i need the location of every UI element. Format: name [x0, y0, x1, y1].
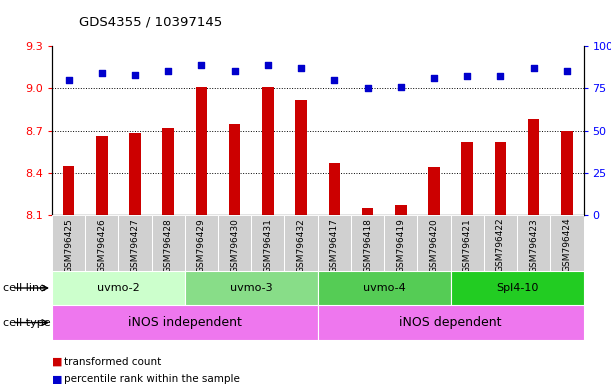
Bar — [495, 142, 507, 215]
Bar — [251, 215, 285, 271]
Point — [197, 61, 207, 68]
Text: GDS4355 / 10397145: GDS4355 / 10397145 — [79, 15, 222, 28]
Text: ■: ■ — [52, 374, 62, 384]
Text: GSM796419: GSM796419 — [397, 218, 405, 273]
Text: GSM796426: GSM796426 — [97, 218, 106, 273]
Bar — [96, 136, 108, 215]
Bar — [318, 305, 584, 340]
Point — [429, 75, 439, 81]
Point — [263, 61, 273, 68]
Bar — [484, 215, 517, 271]
Bar — [417, 215, 450, 271]
Bar — [395, 205, 406, 215]
Bar — [129, 133, 141, 215]
Text: iNOS independent: iNOS independent — [128, 316, 242, 329]
Point — [496, 73, 505, 79]
Bar — [551, 215, 584, 271]
Text: GSM796425: GSM796425 — [64, 218, 73, 273]
Text: uvmo-4: uvmo-4 — [363, 283, 406, 293]
Bar — [85, 215, 119, 271]
Bar — [329, 163, 340, 215]
Bar — [229, 124, 241, 215]
Bar — [163, 128, 174, 215]
Text: GSM796422: GSM796422 — [496, 218, 505, 273]
Text: GSM796417: GSM796417 — [330, 218, 339, 273]
Text: GSM796428: GSM796428 — [164, 218, 173, 273]
Text: Spl4-10: Spl4-10 — [496, 283, 538, 293]
Bar — [262, 87, 274, 215]
Bar — [362, 208, 373, 215]
Text: ■: ■ — [52, 357, 62, 367]
Point — [130, 72, 140, 78]
Bar — [318, 215, 351, 271]
Bar — [450, 271, 584, 305]
Text: GSM796427: GSM796427 — [131, 218, 139, 273]
Text: GSM796424: GSM796424 — [562, 218, 571, 273]
Text: GSM796420: GSM796420 — [430, 218, 439, 273]
Bar — [196, 87, 207, 215]
Bar — [152, 215, 185, 271]
Text: GSM796429: GSM796429 — [197, 218, 206, 273]
Text: uvmo-3: uvmo-3 — [230, 283, 273, 293]
Bar — [561, 131, 573, 215]
Bar — [461, 142, 473, 215]
Bar — [295, 99, 307, 215]
Point — [97, 70, 107, 76]
Text: uvmo-2: uvmo-2 — [97, 283, 140, 293]
Bar — [517, 215, 551, 271]
Point — [163, 68, 173, 74]
Bar — [185, 271, 318, 305]
Point — [64, 77, 73, 83]
Text: transformed count: transformed count — [64, 357, 161, 367]
Point — [396, 84, 406, 90]
Bar — [428, 167, 440, 215]
Text: cell line: cell line — [3, 283, 46, 293]
Bar — [318, 271, 450, 305]
Text: GSM796430: GSM796430 — [230, 218, 239, 273]
Bar — [119, 215, 152, 271]
Text: GSM796421: GSM796421 — [463, 218, 472, 273]
Bar — [351, 215, 384, 271]
Point — [363, 85, 373, 91]
Bar — [450, 215, 484, 271]
Bar — [52, 305, 318, 340]
Bar — [185, 215, 218, 271]
Text: GSM796418: GSM796418 — [363, 218, 372, 273]
Bar — [384, 215, 417, 271]
Text: GSM796432: GSM796432 — [296, 218, 306, 273]
Point — [529, 65, 538, 71]
Text: iNOS dependent: iNOS dependent — [400, 316, 502, 329]
Text: GSM796431: GSM796431 — [263, 218, 273, 273]
Text: GSM796423: GSM796423 — [529, 218, 538, 273]
Point — [463, 73, 472, 79]
Bar — [528, 119, 540, 215]
Point — [562, 68, 572, 74]
Bar — [63, 166, 75, 215]
Point — [230, 68, 240, 74]
Text: percentile rank within the sample: percentile rank within the sample — [64, 374, 240, 384]
Bar — [52, 271, 185, 305]
Text: cell type: cell type — [3, 318, 51, 328]
Point — [329, 77, 339, 83]
Point — [296, 65, 306, 71]
Bar — [285, 215, 318, 271]
Bar — [218, 215, 251, 271]
Bar — [52, 215, 85, 271]
